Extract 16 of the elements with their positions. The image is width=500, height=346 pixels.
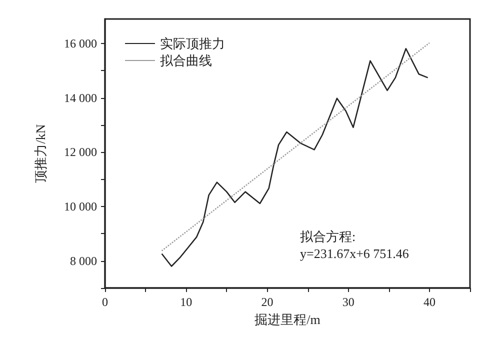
y-tick-label: 10 000	[64, 199, 97, 214]
y-tick-label: 12 000	[64, 145, 97, 160]
legend-label: 拟合曲线	[160, 53, 212, 68]
x-tick-label: 40	[423, 295, 436, 309]
x-tick-label: 20	[261, 295, 274, 309]
annotation: y=231.67x+6 751.46	[300, 246, 410, 261]
legend-label: 实际顶推力	[160, 36, 225, 51]
y-tick-label: 16 000	[64, 36, 97, 50]
y-tick-label: 8 000	[70, 254, 97, 268]
x-tick-label: 10	[180, 295, 192, 309]
y-tick-label: 14 000	[64, 90, 97, 105]
annotation: 拟合方程:	[300, 229, 356, 244]
x-tick-label: 0	[102, 295, 108, 309]
x-tick-label: 30	[342, 295, 354, 309]
y-axis-title: 顶推力/kN	[33, 124, 48, 183]
x-axis-title: 掘进里程/m	[254, 312, 320, 327]
